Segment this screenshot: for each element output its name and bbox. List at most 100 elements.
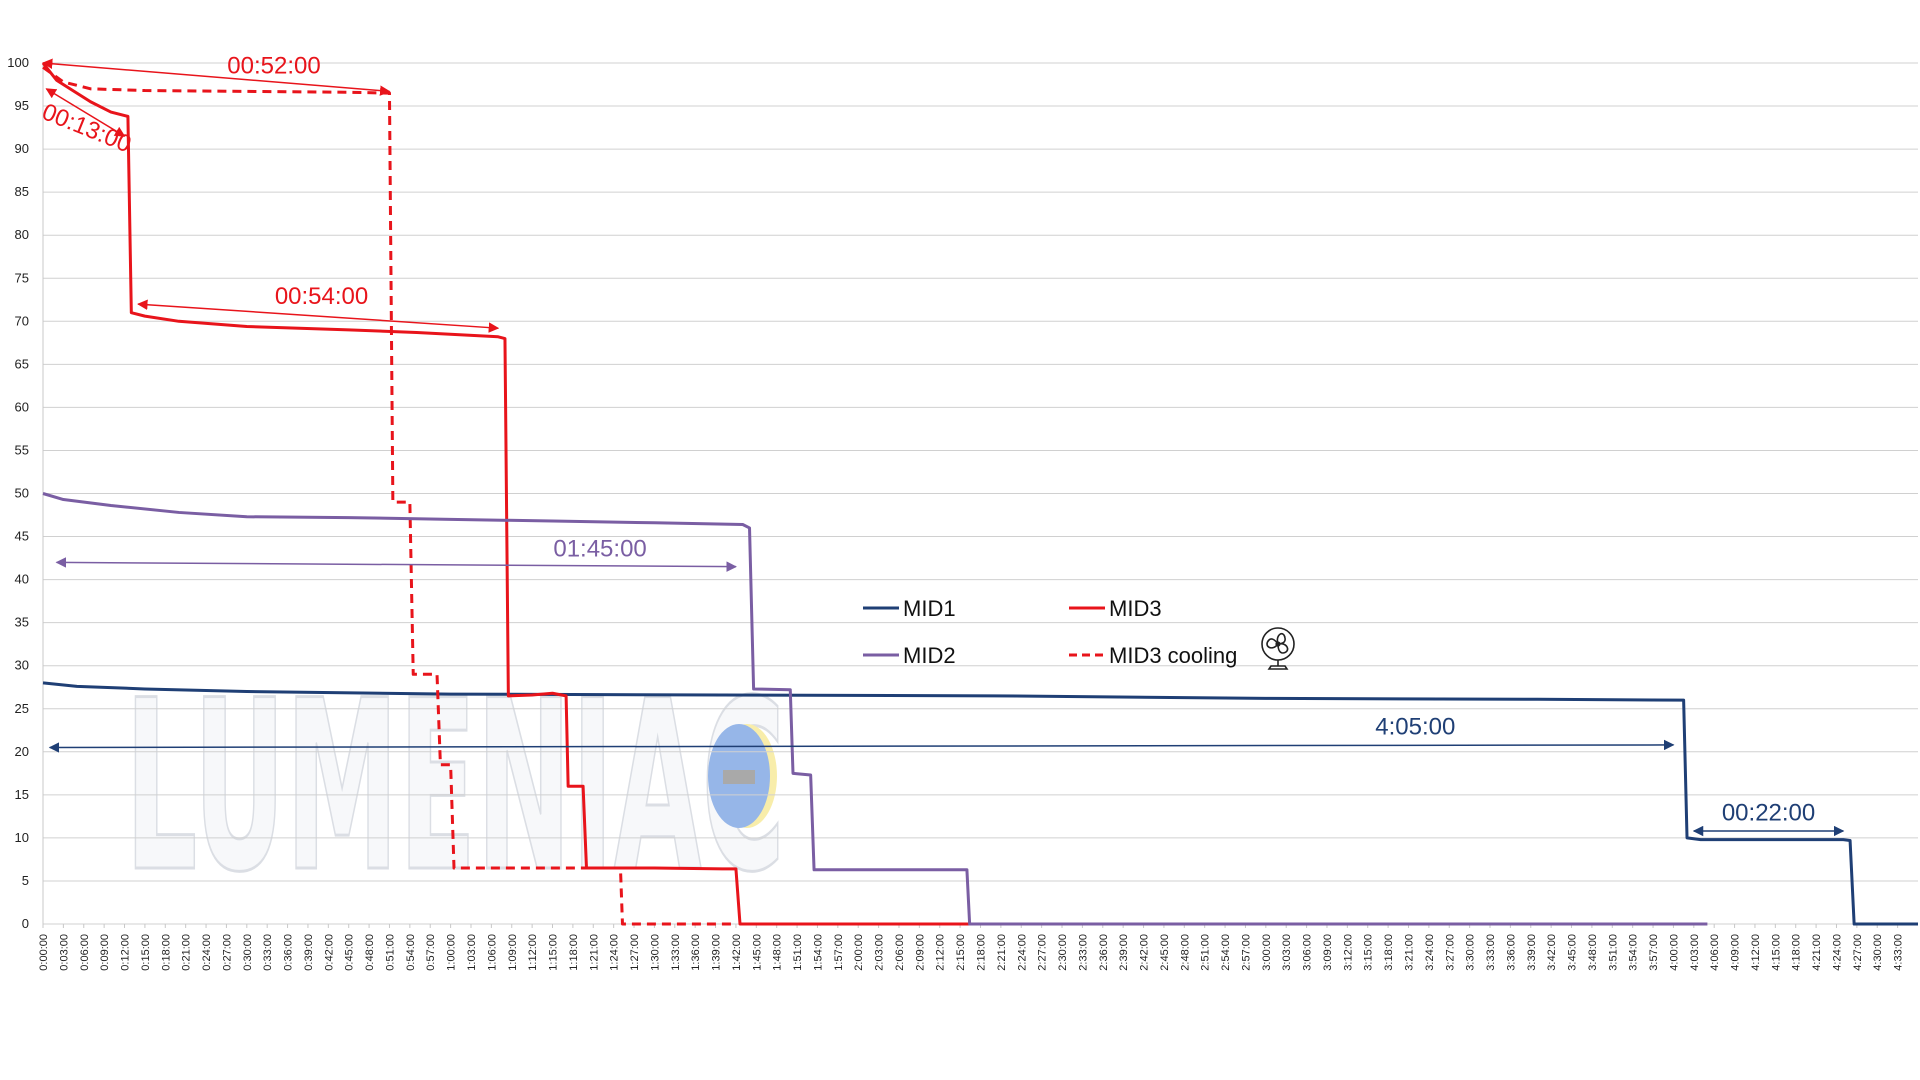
x-tick-label: 1:03:00 — [466, 934, 478, 971]
x-tick-label: 0:45:00 — [344, 934, 356, 971]
duration-arrow — [41, 58, 391, 96]
x-tick-label: 2:45:00 — [1159, 934, 1171, 971]
duration-label: 4:05:00 — [1375, 714, 1455, 741]
x-tick-label: 1:00:00 — [446, 934, 458, 971]
x-tick-label: 1:39:00 — [711, 934, 723, 971]
x-tick-label: 2:12:00 — [935, 934, 947, 971]
x-tick-label: 3:18:00 — [1383, 934, 1395, 971]
x-tick-label: 0:30:00 — [242, 934, 254, 971]
x-tick-label: 2:09:00 — [914, 934, 926, 971]
x-tick-label: 1:30:00 — [649, 934, 661, 971]
x-tick-label: 3:48:00 — [1587, 934, 1599, 971]
x-tick-label: 0:00:00 — [38, 934, 50, 971]
x-tick-label: 3:36:00 — [1505, 934, 1517, 971]
y-tick-label: 40 — [15, 572, 29, 587]
x-tick-label: 1:45:00 — [751, 934, 763, 971]
x-tick-label: 2:36:00 — [1098, 934, 1110, 971]
legend-label-mid3-cooling: MID3 cooling — [1109, 643, 1237, 668]
x-tick-label: 0:21:00 — [181, 934, 193, 971]
x-tick-label: 1:36:00 — [690, 934, 702, 971]
legend-label-mid1: MID1 — [903, 596, 956, 621]
x-tick-label: 1:42:00 — [731, 934, 743, 971]
x-tick-label: 1:24:00 — [609, 934, 621, 971]
x-tick-label: 1:09:00 — [507, 934, 519, 971]
x-tick-label: 4:21:00 — [1811, 934, 1823, 971]
x-tick-label: 1:54:00 — [812, 934, 824, 971]
y-tick-label: 20 — [15, 744, 29, 759]
x-tick-label: 0:15:00 — [140, 934, 152, 971]
series-line-mid3-cooling — [42, 66, 736, 926]
y-tick-label: 70 — [15, 313, 29, 328]
x-tick-label: 3:24:00 — [1424, 934, 1436, 971]
x-axis-ticks: 0:00:00 0:03:00 0:06:00 0:09:00 0:12:00 0:15:… — [38, 924, 1905, 971]
x-tick-label: 2:42:00 — [1139, 934, 1151, 971]
x-tick-label: 3:00:00 — [1261, 934, 1273, 971]
y-tick-label: 45 — [15, 529, 29, 544]
x-tick-label: 3:15:00 — [1363, 934, 1375, 971]
legend-label-mid2: MID2 — [903, 643, 956, 668]
x-tick-label: 0:27:00 — [221, 934, 233, 971]
svg-text:LUMENIAC: LUMENIAC — [125, 651, 785, 924]
y-tick-label: 65 — [15, 356, 29, 371]
x-tick-label: 2:06:00 — [894, 934, 906, 971]
x-tick-label: 4:30:00 — [1872, 934, 1884, 971]
x-tick-label: 2:30:00 — [1057, 934, 1069, 971]
x-tick-label: 0:03:00 — [58, 934, 70, 971]
duration-arrow — [55, 557, 737, 572]
legend-label-mid3: MID3 — [1109, 596, 1162, 621]
x-tick-label: 3:33:00 — [1485, 934, 1497, 971]
x-tick-label: 2:33:00 — [1077, 934, 1089, 971]
x-tick-label: 0:18:00 — [160, 934, 172, 971]
x-tick-label: 1:51:00 — [792, 934, 804, 971]
x-tick-label: 4:09:00 — [1730, 934, 1742, 971]
x-tick-label: 1:48:00 — [772, 934, 784, 971]
x-tick-label: 4:27:00 — [1852, 934, 1864, 971]
x-tick-label: 4:24:00 — [1831, 934, 1843, 971]
series-line-mid1 — [42, 681, 1918, 926]
x-tick-label: 1:33:00 — [670, 934, 682, 971]
x-tick-label: 4:18:00 — [1791, 934, 1803, 971]
duration-arrow — [137, 299, 500, 333]
x-tick-label: 3:45:00 — [1567, 934, 1579, 971]
x-tick-label: 3:03:00 — [1281, 934, 1293, 971]
x-tick-label: 3:51:00 — [1607, 934, 1619, 971]
x-tick-label: 4:15:00 — [1770, 934, 1782, 971]
y-tick-label: 15 — [15, 787, 29, 802]
duration-arrow — [48, 739, 1675, 753]
y-tick-label: 90 — [15, 141, 29, 156]
x-tick-label: 3:06:00 — [1302, 934, 1314, 971]
x-tick-label: 2:03:00 — [874, 934, 886, 971]
x-tick-label: 0:12:00 — [120, 934, 132, 971]
x-tick-label: 0:33:00 — [262, 934, 274, 971]
x-tick-label: 3:54:00 — [1628, 934, 1640, 971]
x-tick-label: 2:18:00 — [976, 934, 988, 971]
x-tick-label: 2:21:00 — [996, 934, 1008, 971]
duration-label: 00:22:00 — [1722, 800, 1815, 827]
x-tick-label: 2:15:00 — [955, 934, 967, 971]
x-tick-label: 2:54:00 — [1220, 934, 1232, 971]
series-line-mid2 — [42, 492, 1708, 926]
x-tick-label: 2:24:00 — [1016, 934, 1028, 971]
x-tick-label: 0:54:00 — [405, 934, 417, 971]
x-tick-label: 4:33:00 — [1893, 934, 1905, 971]
y-tick-label: 0 — [22, 916, 29, 931]
x-tick-label: 0:48:00 — [364, 934, 376, 971]
y-tick-label: 10 — [15, 830, 29, 845]
y-axis-ticks: 0 5 10 15 20 25 30 35 40 45 50 55 60 65 70 75 80 85 90 95 10… — [7, 55, 29, 931]
x-tick-label: 2:27:00 — [1037, 934, 1049, 971]
x-tick-label: 1:12:00 — [527, 934, 539, 971]
y-tick-label: 95 — [15, 98, 29, 113]
x-tick-label: 3:27:00 — [1444, 934, 1456, 971]
fan-icon — [1261, 627, 1295, 670]
y-tick-label: 25 — [15, 701, 29, 716]
x-tick-label: 3:21:00 — [1403, 934, 1415, 971]
x-tick-label: 1:27:00 — [629, 934, 641, 971]
legend: MID1 MID3 MID2 MID3 cooling — [863, 596, 1295, 670]
y-tick-label: 85 — [15, 184, 29, 199]
x-tick-label: 2:39:00 — [1118, 934, 1130, 971]
y-tick-label: 60 — [15, 399, 29, 414]
x-tick-label: 1:15:00 — [548, 934, 560, 971]
x-tick-label: 0:24:00 — [201, 934, 213, 971]
duration-label: 00:52:00 — [227, 52, 320, 79]
